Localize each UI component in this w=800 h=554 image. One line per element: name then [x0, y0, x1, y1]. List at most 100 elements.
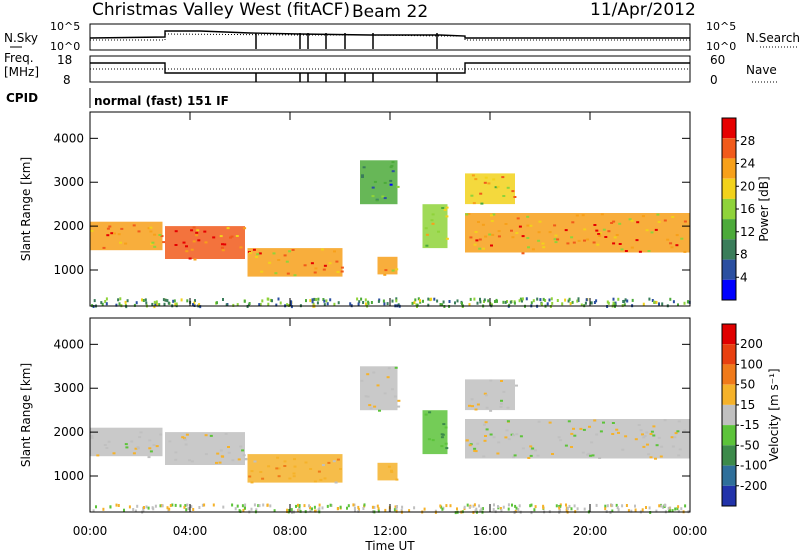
power-echo-cell: [333, 250, 336, 253]
power-echo-cell: [577, 239, 581, 242]
vel-echo-cell: [148, 447, 152, 450]
power-echo-cell: [192, 240, 196, 243]
vel-ground-cell: [558, 508, 561, 512]
vel-ground-cell: [472, 504, 475, 508]
vel-echo-cell: [551, 453, 554, 455]
power-echo-region-6: [465, 213, 690, 253]
power-ground-cell: [126, 299, 129, 303]
vel-echo-cell: [496, 452, 500, 455]
velocity-colorbar: 200 100 50 15 -15 -50 -100 -200: [721, 323, 767, 507]
power-ground-cell: [309, 299, 312, 303]
vel-echo-cell: [90, 436, 94, 439]
power-ground-cell: [593, 301, 596, 304]
vel-ground-cell: [542, 506, 545, 510]
power-colorbar-tick-label: 28: [740, 134, 755, 148]
power-ground-cell: [683, 301, 686, 305]
power-echo-cell: [285, 260, 289, 263]
power-colorbar-tick-label: 12: [740, 225, 755, 239]
power-echo-cell: [272, 252, 276, 255]
vel-ground-cell: [565, 509, 568, 512]
power-echo-cell: [671, 216, 675, 218]
vel-ground-cell: [190, 505, 193, 509]
vel-ground-cell: [480, 507, 483, 511]
power-ground-cell: [539, 298, 542, 302]
power-ground-cell: [386, 302, 389, 306]
power-ground-cell: [100, 301, 103, 305]
vel-ground-cell: [128, 505, 131, 509]
vel-ground-cell: [558, 506, 561, 510]
vel-echo-cell: [673, 436, 677, 439]
vel-echo-cell: [645, 431, 649, 434]
x-axis-label: Time UT: [364, 539, 415, 553]
power-echo-cell: [564, 229, 568, 232]
vel-ground-cell: [565, 503, 567, 507]
vel-ground-cell: [145, 505, 148, 509]
power-echo-cell: [190, 229, 194, 232]
power-echo-cell: [612, 220, 616, 223]
vel-echo-cell: [536, 454, 540, 457]
vel-echo-cell: [570, 446, 573, 448]
vel-ground-cell: [667, 506, 670, 510]
power-echo-cell: [340, 270, 344, 273]
vel-ground-cell: [534, 505, 537, 509]
sky-right-tick-bottom: 10^0: [706, 40, 736, 53]
power-ground-cell: [607, 301, 610, 305]
vel-ground-cell: [311, 507, 313, 511]
power-echo-cell: [663, 219, 667, 222]
vel-echo-cell: [655, 444, 659, 447]
power-ground-cell: [487, 299, 490, 303]
power-echo-cell: [497, 230, 501, 233]
power-echo-cell: [484, 235, 488, 238]
vel-echo-cell: [485, 428, 489, 431]
power-ground-cell: [469, 297, 472, 301]
vel-echo-cell: [96, 454, 100, 457]
power-ground-cell: [430, 297, 433, 301]
power-echo-cell: [647, 250, 651, 252]
nave-label: Nave: [746, 63, 777, 77]
x-tick-label: 00:00: [73, 524, 108, 538]
vel-echo-cell: [529, 454, 533, 457]
vel-echo-cell: [369, 407, 373, 410]
vel-echo-cell: [647, 453, 651, 456]
power-ground-cell: [651, 299, 654, 302]
power-ground-cell: [612, 297, 615, 301]
x-tick-label: 20:00: [573, 524, 608, 538]
vel-echo-cell: [507, 438, 511, 441]
power-echo-cell: [467, 213, 471, 215]
power-ground-cell: [414, 298, 417, 302]
vel-echo-cell: [476, 442, 480, 445]
power-ground-cell: [266, 297, 269, 301]
vel-echo-cell: [483, 392, 487, 395]
vel-ground-cell: [660, 504, 663, 508]
search-noise-trace: [90, 33, 690, 41]
vel-ground-cell: [439, 504, 442, 508]
power-echo-cell: [383, 197, 387, 200]
power-echo-cell: [596, 243, 600, 246]
vel-echo-cell: [393, 395, 397, 398]
vel-echo-cell: [506, 406, 510, 409]
vel-echo-cell: [148, 439, 152, 442]
vel-echo-cell: [185, 433, 189, 436]
vel-ground-cell: [500, 509, 503, 512]
vel-echo-cell: [484, 435, 487, 437]
power-ground-cell: [267, 302, 270, 306]
vel-echo-cell: [660, 445, 664, 448]
x-axis: 00:00 04:00 08:00 12:00 16:00 20:00 00:00: [73, 112, 707, 538]
freq-tick-bottom: 8: [63, 73, 71, 87]
vel-ground-cell: [583, 507, 586, 511]
power-ground-cell: [441, 303, 444, 307]
power-echo-cell: [612, 242, 616, 245]
vel-ground-cell: [570, 507, 573, 511]
power-ground-cell: [105, 297, 108, 301]
power-echo-cell: [513, 196, 517, 198]
power-ground-cell: [286, 303, 289, 307]
velocity-colorbar-tick-label: 50: [740, 378, 755, 392]
power-echo-cell: [441, 207, 445, 209]
vel-ground-cell: [234, 507, 237, 511]
vel-echo-cell: [599, 430, 603, 433]
power-ground-cell: [192, 303, 194, 307]
vel-echo-cell: [683, 429, 687, 432]
vel-echo-cell: [677, 454, 681, 457]
power-echo-cell: [675, 244, 679, 247]
vel-echo-cell: [237, 458, 241, 461]
